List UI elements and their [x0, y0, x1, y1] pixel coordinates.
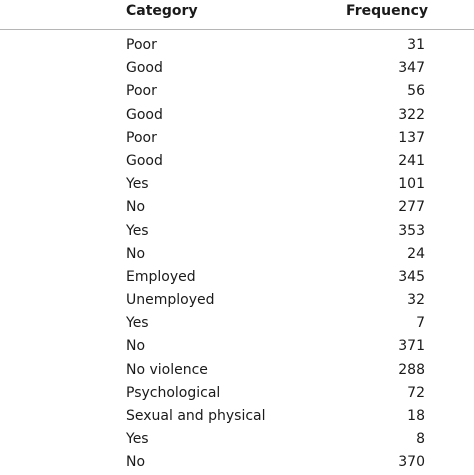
table-row: Psychological 72 — [0, 382, 474, 405]
header-divider — [0, 29, 474, 30]
table-row: Yes 101 — [0, 173, 474, 196]
frequency-cell: 241 — [398, 152, 425, 169]
table-row: Yes 8 — [0, 428, 474, 451]
table-row: No 371 — [0, 335, 474, 358]
frequency-cell: 31 — [407, 37, 425, 53]
table-header: Category Frequency — [0, 0, 474, 30]
frequency-cell: 18 — [407, 408, 425, 424]
frequency-cell: 24 — [407, 245, 425, 262]
table-row: Yes 353 — [0, 220, 474, 243]
frequency-cell: 32 — [407, 292, 425, 309]
column-header-category: Category — [126, 3, 198, 19]
category-cell: Employed — [126, 268, 196, 285]
table-row: No 277 — [0, 196, 474, 219]
frequency-cell: 347 — [398, 60, 425, 77]
frequency-cell: 370 — [398, 454, 425, 471]
frequency-cell: 72 — [407, 384, 425, 401]
table-row: Good 347 — [0, 57, 474, 80]
frequency-cell: 322 — [398, 106, 425, 123]
table-row: Poor 31 — [0, 34, 474, 57]
frequency-cell: 371 — [398, 338, 425, 355]
table-row: No 370 — [0, 451, 474, 474]
table-row: Poor 137 — [0, 127, 474, 150]
table-row: Good 241 — [0, 150, 474, 173]
frequency-cell: 8 — [416, 431, 425, 448]
table-body: Poor 31 Good 347 Poor 56 Good 322 Poor 137 Good 241… — [0, 34, 474, 475]
category-cell: Poor — [126, 37, 157, 53]
frequency-cell: 137 — [398, 129, 425, 146]
frequency-cell: 7 — [416, 315, 425, 332]
category-cell: Yes — [126, 222, 149, 239]
category-cell: Unemployed — [126, 292, 215, 309]
column-header-frequency: Frequency — [346, 3, 428, 19]
frequency-cell: 101 — [398, 176, 425, 193]
category-cell: Yes — [126, 431, 149, 448]
category-cell: No — [126, 338, 146, 355]
category-cell: Poor — [126, 129, 157, 146]
category-cell: Good — [126, 106, 163, 123]
category-cell: Psychological — [126, 384, 221, 401]
frequency-cell: 288 — [398, 361, 425, 378]
table-row: Employed 345 — [0, 266, 474, 289]
category-cell: Poor — [126, 83, 157, 100]
category-cell: No — [126, 199, 146, 216]
table-row: Sexual and physical 18 — [0, 405, 474, 428]
table-row: No 24 — [0, 243, 474, 266]
category-cell: Yes — [126, 176, 149, 193]
category-cell: Good — [126, 60, 163, 77]
table-row: No violence 288 — [0, 359, 474, 382]
table-row: Good 322 — [0, 104, 474, 127]
table-row: Yes 7 — [0, 312, 474, 335]
category-cell: No — [126, 245, 146, 262]
category-cell: Yes — [126, 315, 149, 332]
category-cell: Sexual and physical — [126, 408, 266, 424]
category-cell: No violence — [126, 361, 208, 378]
frequency-cell: 56 — [407, 83, 425, 100]
frequency-cell: 277 — [398, 199, 425, 216]
category-cell: Good — [126, 152, 163, 169]
table-row: Unemployed 32 — [0, 289, 474, 312]
frequency-cell: 353 — [398, 222, 425, 239]
category-cell: No — [126, 454, 146, 471]
table-row: Poor 56 — [0, 80, 474, 103]
frequency-cell: 345 — [398, 268, 425, 285]
